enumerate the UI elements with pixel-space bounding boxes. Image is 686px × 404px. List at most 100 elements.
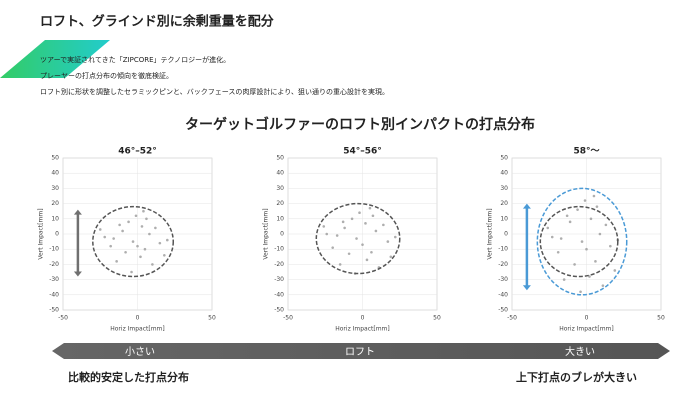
y-tick-label: 20 — [51, 200, 59, 207]
y-axis-label: Vert Impact[mm] — [38, 208, 45, 259]
point — [350, 217, 354, 221]
y-tick-label: 10 — [500, 215, 508, 222]
decoration — [0, 40, 110, 78]
x-tick-label: -50 — [58, 315, 68, 322]
point — [335, 234, 339, 237]
point — [142, 209, 145, 213]
y-tick-label: 30 — [276, 185, 284, 192]
y-tick-label: 50 — [500, 155, 508, 162]
point — [121, 229, 124, 233]
point — [118, 223, 121, 227]
y-tick-label: 0 — [280, 231, 284, 238]
point — [341, 220, 345, 224]
point — [370, 250, 373, 254]
point — [361, 243, 364, 246]
point — [393, 235, 397, 239]
arrow-head — [73, 271, 82, 277]
point — [131, 240, 135, 243]
point — [382, 223, 385, 227]
point — [154, 226, 157, 230]
x-tick-label: 0 — [585, 315, 589, 322]
chart-title: 54°–56° — [343, 147, 382, 157]
point — [136, 244, 139, 248]
y-tick-label: 40 — [51, 170, 59, 177]
point — [604, 223, 608, 227]
point — [148, 232, 151, 236]
y-tick-label: 40 — [276, 170, 284, 177]
x-tick-label: 50 — [208, 315, 216, 322]
point — [386, 240, 390, 243]
y-tick-label: -50 — [49, 307, 59, 314]
point — [371, 214, 375, 218]
chart-title: 58°〜 — [573, 147, 599, 157]
desc-line: ツアーで実証されてきた「ZIPCORE」テクノロジーが進化。 — [40, 55, 230, 64]
point — [576, 208, 579, 211]
y-tick-label: 20 — [500, 200, 508, 207]
point — [364, 222, 367, 225]
y-tick-label: -10 — [49, 246, 59, 253]
point — [589, 217, 593, 221]
dispersion-ellipse — [536, 187, 628, 296]
point — [368, 206, 372, 210]
point — [556, 250, 560, 254]
point — [325, 232, 329, 236]
y-tick-label: -10 — [274, 246, 284, 253]
section-title: ターゲットゴルファーのロフト別インパクトの打点分布 — [185, 116, 535, 133]
point — [109, 244, 112, 248]
point — [565, 214, 569, 218]
y-tick-label: 10 — [276, 215, 284, 222]
point — [562, 278, 566, 281]
point — [598, 232, 602, 236]
arrow-head — [522, 203, 531, 209]
point — [338, 263, 342, 266]
x-tick-label: 0 — [361, 315, 365, 322]
x-tick-label: -50 — [283, 315, 293, 322]
point — [579, 290, 582, 294]
point — [546, 226, 550, 230]
x-axis-label: Horiz Impact[mm] — [110, 326, 165, 333]
point — [151, 263, 154, 266]
dispersion-ellipse — [315, 202, 401, 275]
y-axis-label: Vert Impact[mm] — [263, 208, 270, 259]
y-tick-label: -20 — [49, 261, 59, 268]
x-tick-label: -50 — [507, 315, 517, 322]
arrow-head — [73, 209, 82, 215]
y-tick-label: -40 — [274, 291, 284, 298]
point — [130, 270, 133, 274]
point — [145, 217, 148, 221]
point — [127, 220, 130, 224]
point — [609, 244, 612, 248]
y-tick-label: 0 — [504, 231, 508, 238]
y-tick-label: -30 — [274, 276, 284, 283]
point — [374, 229, 378, 233]
y-tick-label: -50 — [274, 307, 284, 314]
point — [365, 258, 369, 262]
point — [115, 260, 118, 263]
point — [163, 253, 166, 257]
y-tick-label: 50 — [51, 155, 59, 162]
y-tick-label: 0 — [55, 231, 59, 238]
x-tick-label: 0 — [136, 315, 140, 322]
y-tick-label: 30 — [500, 185, 508, 192]
point — [389, 255, 393, 259]
point — [568, 220, 572, 224]
point — [158, 241, 162, 245]
y-tick-label: -30 — [498, 276, 508, 283]
point — [583, 199, 587, 202]
point — [166, 238, 169, 242]
point — [134, 214, 138, 218]
point — [358, 211, 361, 215]
point — [595, 205, 599, 208]
chart-title: 46°–52° — [118, 147, 157, 157]
point — [331, 246, 335, 249]
point — [143, 247, 147, 251]
x-tick-label: 50 — [657, 315, 665, 322]
y-tick-label: -30 — [49, 276, 59, 283]
desc-line: ロフト別に形状を調整したセラミックピンと、バックフェースの肉厚設計により、狙い通… — [40, 87, 389, 96]
y-tick-label: -10 — [498, 246, 508, 253]
point — [355, 237, 358, 240]
dispersion-ellipse — [92, 205, 175, 278]
band-label: 小さい — [125, 346, 155, 358]
y-tick-label: 40 — [500, 170, 508, 177]
x-axis-label: Horiz Impact[mm] — [335, 326, 390, 333]
